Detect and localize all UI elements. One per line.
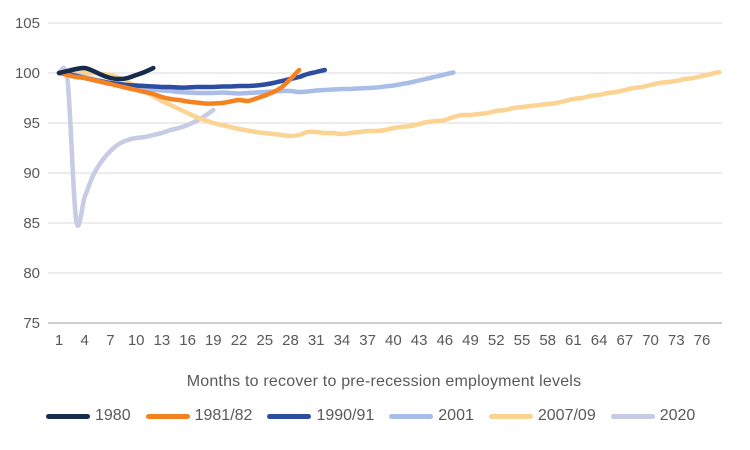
x-tick-label-40: 40	[385, 332, 402, 349]
legend-label: 2020	[659, 407, 696, 424]
x-tick-label-16: 16	[179, 332, 196, 349]
x-tick-label-25: 25	[256, 332, 273, 349]
legend: 1980 1981/82 1990/91 2001 2007/09 2020	[0, 407, 750, 425]
x-tick-label-34: 34	[334, 332, 351, 349]
x-tick-label-46: 46	[436, 332, 453, 349]
x-tick-label-43: 43	[411, 332, 428, 349]
y-tick-label-80: 80	[23, 265, 40, 282]
series-line-1980	[56, 65, 156, 82]
series-line-2020	[56, 65, 216, 228]
x-tick-label-1: 1	[55, 332, 63, 349]
legend-label: 2007/09	[537, 407, 596, 424]
series-line-2007-09	[56, 69, 722, 139]
x-tick-label-28: 28	[282, 332, 299, 349]
y-tick-label-85: 85	[23, 215, 40, 232]
x-tick-label-7: 7	[106, 332, 114, 349]
legend-swatch-1980	[46, 413, 90, 419]
legend-label: 1981/82	[194, 407, 253, 424]
employment-recovery-line-chart: 75 80 85 90 95 100 105 1 4 7 10 13 16 19 22 25 28 31 34 37 4…	[15, 15, 722, 349]
x-tick-label-22: 22	[231, 332, 248, 349]
y-tick-label-105: 105	[15, 15, 40, 32]
x-tick-label-70: 70	[642, 332, 659, 349]
y-tick-label-100: 100	[15, 65, 40, 82]
legend-swatch-1981-82	[145, 413, 190, 419]
legend-label: 2001	[438, 407, 474, 424]
x-tick-label-52: 52	[488, 332, 505, 349]
y-tick-label-90: 90	[23, 165, 40, 182]
legend-label: 1990/91	[316, 407, 375, 424]
x-tick-label-19: 19	[205, 332, 222, 349]
x-tick-label-4: 4	[81, 332, 89, 349]
x-tick-label-64: 64	[591, 332, 608, 349]
x-tick-label-73: 73	[668, 332, 685, 349]
series-line-1981-82	[56, 67, 302, 106]
legend-swatch-2001	[389, 413, 434, 419]
x-tick-label-37: 37	[359, 332, 376, 349]
legend-swatch-2007-09	[488, 413, 533, 419]
x-axis-title: Months to recover to pre-recession emplo…	[186, 373, 582, 390]
x-tick-label-31: 31	[308, 332, 325, 349]
legend-swatch-2020	[610, 413, 655, 419]
legend-swatch-1990-91	[267, 413, 312, 419]
x-tick-label-13: 13	[154, 332, 171, 349]
legend-item-1981-82: 1981/82	[145, 407, 253, 425]
y-tick-label-95: 95	[23, 115, 40, 132]
x-tick-label-10: 10	[128, 332, 145, 349]
legend-label: 1980	[95, 407, 131, 424]
x-tick-label-58: 58	[539, 332, 556, 349]
x-tick-label-49: 49	[462, 332, 479, 349]
legend-item-1990-91: 1990/91	[267, 407, 374, 425]
x-tick-label-55: 55	[514, 332, 531, 349]
x-tick-label-61: 61	[565, 332, 582, 349]
legend-item-2007-09: 2007/09	[488, 407, 596, 425]
x-tick-label-67: 67	[616, 332, 633, 349]
legend-item-1980: 1980	[46, 407, 131, 425]
legend-item-2001: 2001	[389, 407, 474, 425]
x-tick-label-76: 76	[694, 332, 711, 349]
legend-item-2020: 2020	[610, 407, 696, 425]
y-tick-label-75: 75	[23, 315, 40, 332]
